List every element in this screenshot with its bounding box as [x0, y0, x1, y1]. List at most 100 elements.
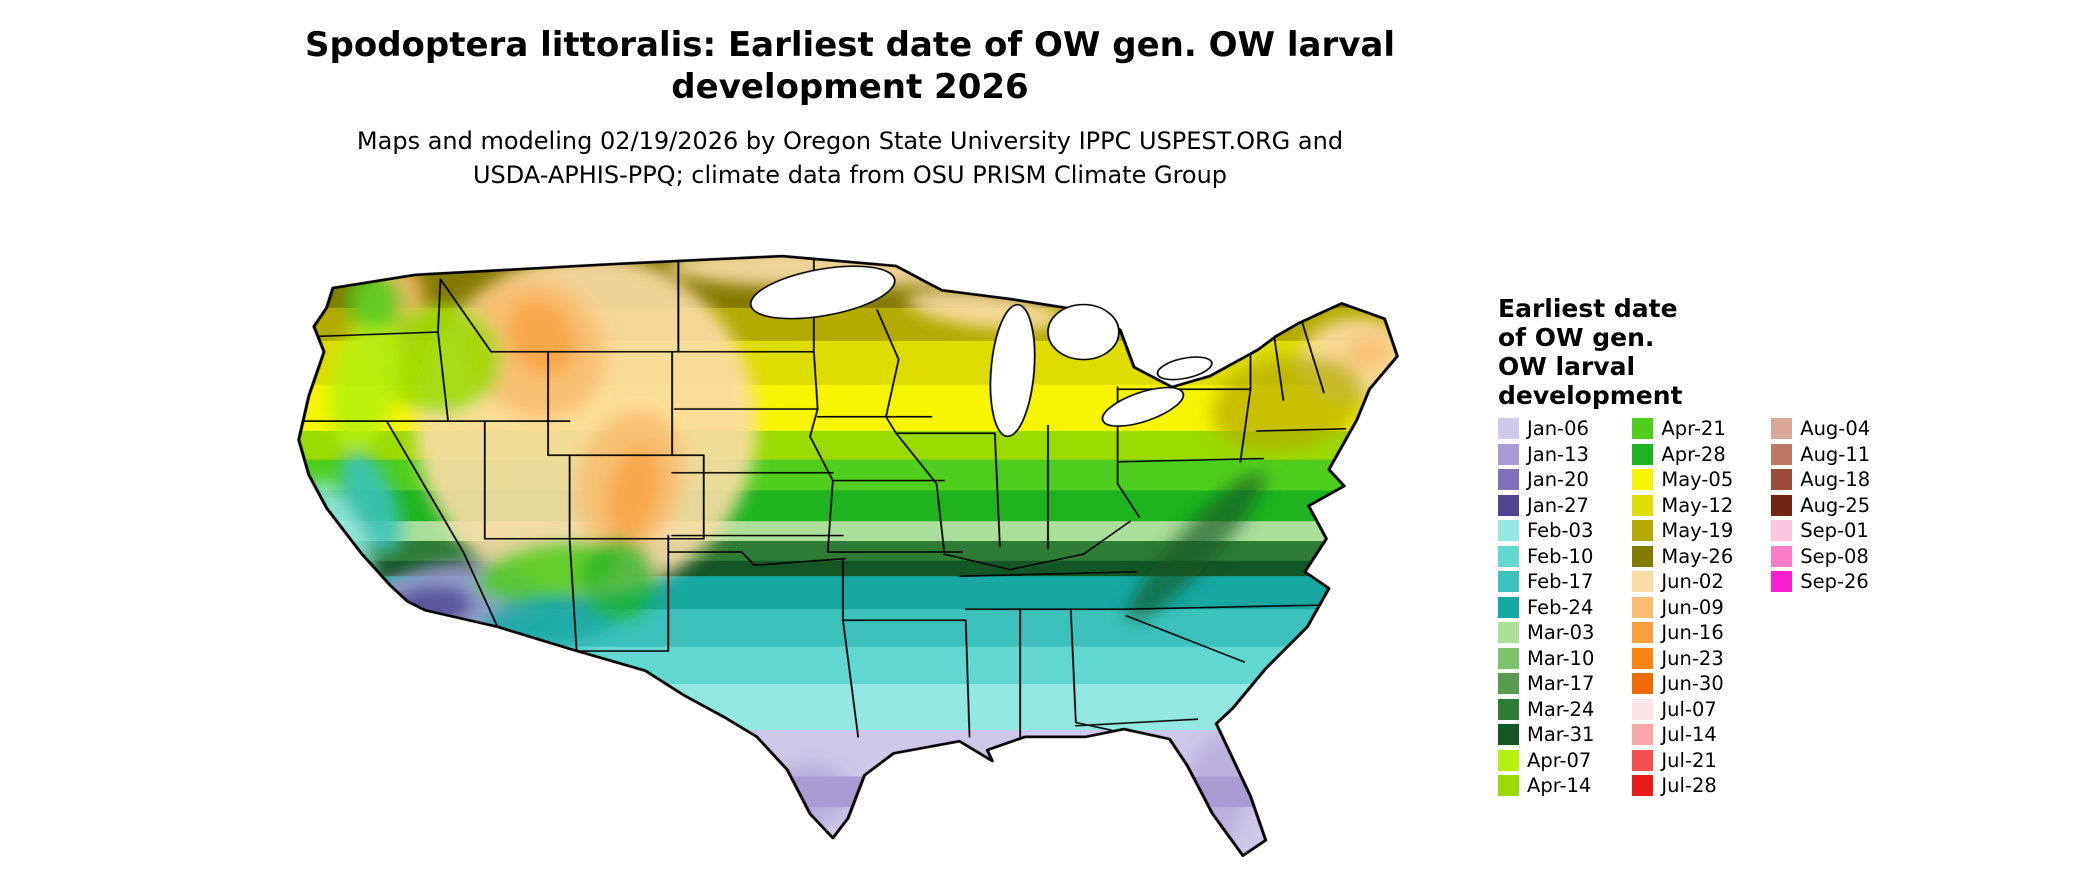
- legend-item: May-19: [1632, 518, 1733, 544]
- legend-date-label: Apr-28: [1661, 442, 1726, 466]
- legend-swatch-Mar-24: [1498, 698, 1519, 720]
- lake-superior: [749, 265, 896, 320]
- legend-date-label: Feb-24: [1527, 595, 1594, 619]
- legend-date-label: Jun-02: [1661, 570, 1724, 594]
- legend-swatch-Jan-13: [1498, 443, 1519, 465]
- state-borders: [298, 256, 1347, 738]
- legend-item: Sep-26: [1771, 569, 1870, 595]
- legend-date-label: Mar-03: [1527, 621, 1595, 645]
- legend-date-label: Jan-20: [1527, 468, 1589, 492]
- legend-column: Aug-04 Aug-11 Aug-18 Aug-25 Sep-01 Sep-08 Sep-…: [1771, 416, 1870, 799]
- legend-item: Aug-04: [1771, 416, 1870, 442]
- legend-item: May-12: [1632, 493, 1733, 519]
- legend-swatch-Aug-18: [1771, 469, 1793, 491]
- feature-appalachia-dark: [1127, 471, 1265, 622]
- legend-item: Mar-10: [1498, 646, 1594, 672]
- legend-item: Aug-11: [1771, 442, 1870, 468]
- legend-swatch-May-26: [1632, 545, 1654, 567]
- legend-swatch-Mar-17: [1498, 673, 1519, 695]
- legend-item: Jul-28: [1632, 773, 1733, 799]
- legend-item: Jul-21: [1632, 748, 1733, 774]
- legend-date-label: Mar-31: [1527, 723, 1595, 747]
- legend-date-label: May-12: [1661, 493, 1734, 517]
- legend-item: Mar-31: [1498, 722, 1594, 748]
- legend-date-label: Jun-30: [1661, 672, 1724, 696]
- legend-item: Apr-14: [1498, 773, 1594, 799]
- legend-swatch-Feb-17: [1498, 571, 1519, 593]
- band-Jan-06: [298, 730, 1398, 779]
- feature-nm-green: [579, 537, 656, 622]
- legend-swatch-Mar-10: [1498, 647, 1519, 669]
- legend-date-label: Sep-01: [1800, 519, 1869, 543]
- legend-date-label: Mar-24: [1527, 697, 1595, 721]
- legend-column: Apr-21 Apr-28 May-05 May-12 May-19 May-26 Jun-…: [1632, 416, 1733, 799]
- legend-swatch-Jan-20: [1498, 469, 1519, 491]
- legend-date-label: Sep-08: [1800, 544, 1869, 568]
- legend-date-label: Feb-17: [1527, 570, 1594, 594]
- legend-columns: Jan-06 Jan-13 Jan-20 Jan-27 Feb-03 Feb-10 Feb-…: [1498, 416, 1870, 799]
- legend-swatch-Apr-21: [1632, 418, 1654, 440]
- legend-item: Mar-24: [1498, 697, 1594, 723]
- band-Mar-03: [298, 521, 1398, 544]
- legend-date-label: Mar-17: [1527, 672, 1595, 696]
- legend-swatch-May-05: [1632, 469, 1654, 491]
- legend-item: Jan-27: [1498, 493, 1594, 519]
- legend-date-label: Apr-21: [1661, 417, 1726, 441]
- legend-date-label: Jul-28: [1661, 774, 1717, 798]
- legend-swatch-Jun-30: [1632, 673, 1654, 695]
- legend-date-label: Apr-14: [1527, 774, 1592, 798]
- legend-date-label: Jul-21: [1661, 748, 1717, 772]
- legend-swatch-Jul-21: [1632, 749, 1654, 771]
- map-title-line1: Spodoptera littoralis: Earliest date of …: [305, 25, 1395, 65]
- legend-swatch-Jul-28: [1632, 775, 1654, 797]
- map-subtitle-line1: Maps and modeling 02/19/2026 by Oregon S…: [356, 127, 1344, 155]
- band-Feb-03: [298, 684, 1398, 733]
- legend-swatch-Jul-07: [1632, 698, 1654, 720]
- legend-date-label: Jul-07: [1661, 697, 1717, 721]
- legend-date-label: Aug-11: [1800, 442, 1871, 466]
- legend-swatch-Mar-31: [1498, 724, 1519, 746]
- legend-item: Feb-03: [1498, 518, 1594, 544]
- legend-title-line4: development: [1498, 381, 1683, 410]
- legend-item: Apr-21: [1632, 416, 1733, 442]
- legend-item: Jul-07: [1632, 697, 1733, 723]
- legend-item: Feb-24: [1498, 595, 1594, 621]
- band-Feb-10: [298, 646, 1398, 687]
- legend-item: Jun-09: [1632, 595, 1733, 621]
- legend-title: Earliest date of OW gen. OW larval devel…: [1498, 294, 1683, 410]
- legend-item: Jun-16: [1632, 620, 1733, 646]
- legend-swatch-Apr-14: [1498, 775, 1519, 797]
- legend-date-label: Jul-14: [1661, 723, 1717, 747]
- legend-item: Jun-30: [1632, 671, 1733, 697]
- lake-michigan: [989, 303, 1036, 438]
- legend-item: Feb-17: [1498, 569, 1594, 595]
- legend-item: Sep-01: [1771, 518, 1870, 544]
- feature-or-valley-chartreuse: [330, 313, 399, 450]
- legend-swatch-Feb-24: [1498, 596, 1519, 618]
- legend-date-label: Aug-25: [1800, 493, 1871, 517]
- legend-item: Feb-10: [1498, 544, 1594, 570]
- legend-swatch-Jul-14: [1632, 724, 1654, 746]
- legend-date-label: Mar-10: [1527, 646, 1595, 670]
- legend-item: Aug-25: [1771, 493, 1870, 519]
- legend-swatch-Apr-28: [1632, 443, 1654, 465]
- legend-date-label: Jun-23: [1661, 646, 1724, 670]
- legend-swatch-Jun-23: [1632, 647, 1654, 669]
- feature-puget-green: [346, 272, 403, 330]
- legend-date-label: Jan-27: [1527, 493, 1589, 517]
- legend-date-label: May-19: [1661, 519, 1734, 543]
- legend-swatch-Sep-01: [1771, 520, 1793, 542]
- legend-item: Apr-07: [1498, 748, 1594, 774]
- legend-swatch-Jun-02: [1632, 571, 1654, 593]
- legend-swatch-Jun-16: [1632, 622, 1654, 644]
- legend-title-line3: OW larval: [1498, 352, 1636, 381]
- legend-item: Apr-28: [1632, 442, 1733, 468]
- legend-title-line2: of OW gen.: [1498, 323, 1655, 352]
- map-title-line2: development 2026: [671, 67, 1029, 107]
- lake-erie: [1101, 386, 1185, 427]
- legend-item: Sep-08: [1771, 544, 1870, 570]
- legend-swatch-Mar-03: [1498, 622, 1519, 644]
- legend-item: Aug-18: [1771, 467, 1870, 493]
- lake-ontario: [1156, 356, 1213, 381]
